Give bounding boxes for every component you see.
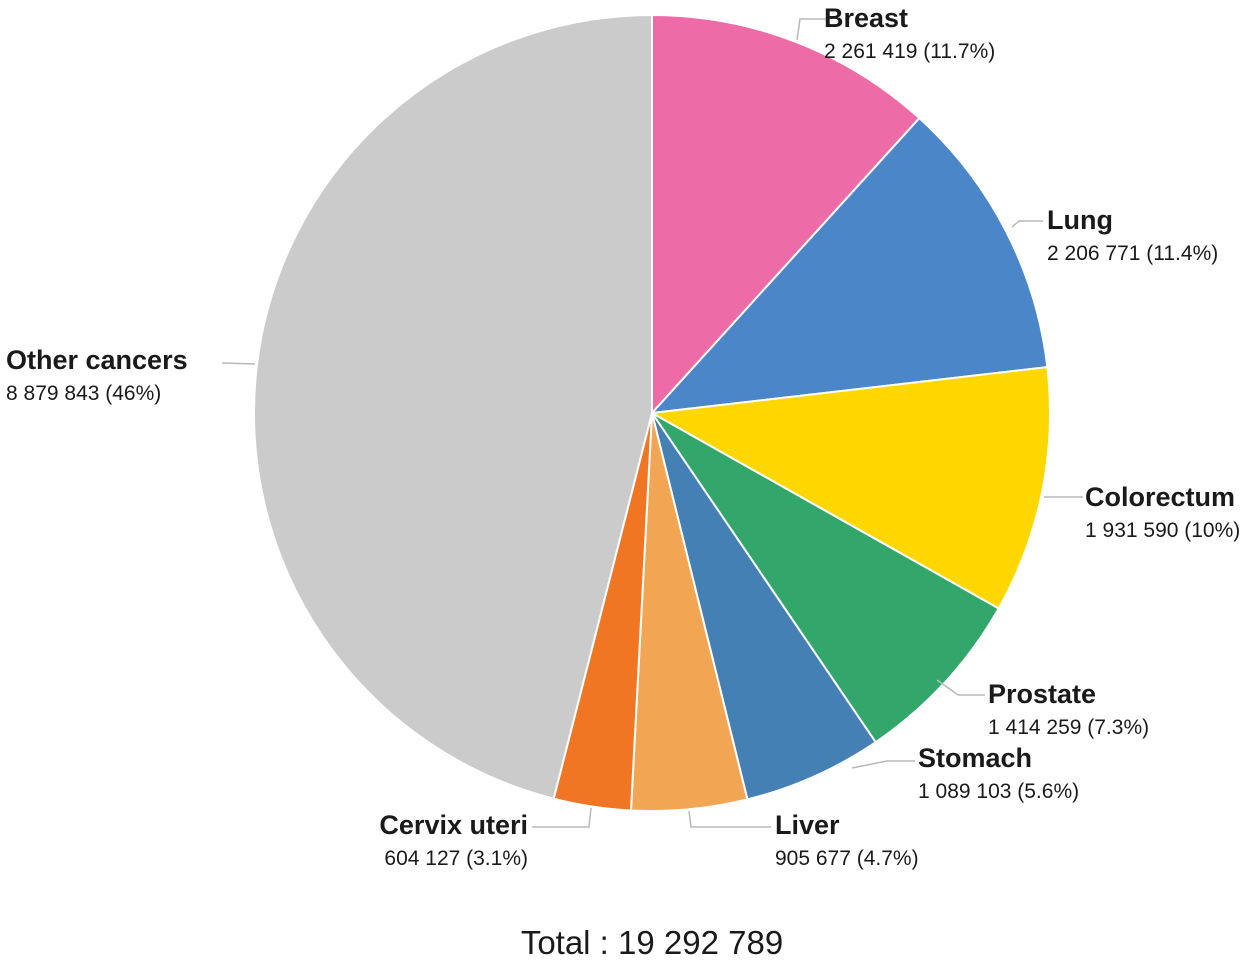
leader-line-cervix-uteri (532, 807, 592, 828)
slice-label-prostate: Prostate (988, 679, 1096, 709)
leader-line-other-cancers (221, 362, 256, 365)
leader-line-stomach (851, 760, 915, 769)
slice-value-breast: 2 261 419 (11.7%) (824, 40, 995, 63)
total-label: Total : 19 292 789 (521, 924, 783, 961)
slice-value-prostate: 1 414 259 (7.3%) (988, 716, 1149, 739)
slice-value-stomach: 1 089 103 (5.6%) (918, 780, 1079, 803)
pie-slice-colorectum (648, 365, 1051, 610)
leader-line-lung (1011, 220, 1043, 228)
slice-label-colorectum: Colorectum (1085, 482, 1235, 512)
slice-labels: Breast 2 261 419 (11.7%) Lung 2 206 771 (11… (6, 3, 1240, 870)
leader-line-liver (688, 810, 771, 828)
slice-value-other-cancers: 8 879 843 (46%) (6, 382, 161, 405)
slice-label-other-cancers: Other cancers (6, 345, 188, 375)
slice-value-colorectum: 1 931 590 (10%) (1085, 519, 1240, 542)
pie-slice-lung (649, 116, 1049, 415)
leader-line-prostate (936, 679, 985, 696)
slice-label-stomach: Stomach (918, 743, 1032, 773)
leader-lines (221, 18, 1083, 828)
pie-slice-stomach (651, 412, 878, 801)
pie-slice-other-cancers (253, 13, 653, 800)
pie-slice-prostate (651, 412, 1001, 744)
pie-slice-breast (651, 13, 921, 416)
slice-value-liver: 905 677 (4.7%) (775, 847, 919, 870)
slice-label-lung: Lung (1047, 205, 1113, 235)
slice-label-breast: Breast (824, 3, 908, 33)
slice-label-cervix-uteri: Cervix uteri (379, 810, 528, 840)
slice-label-liver: Liver (775, 810, 840, 840)
slice-value-lung: 2 206 771 (11.4%) (1047, 242, 1218, 265)
leader-line-breast (796, 18, 826, 41)
slice-value-cervix-uteri: 604 127 (3.1%) (384, 847, 528, 870)
pie-slices (253, 13, 1051, 812)
